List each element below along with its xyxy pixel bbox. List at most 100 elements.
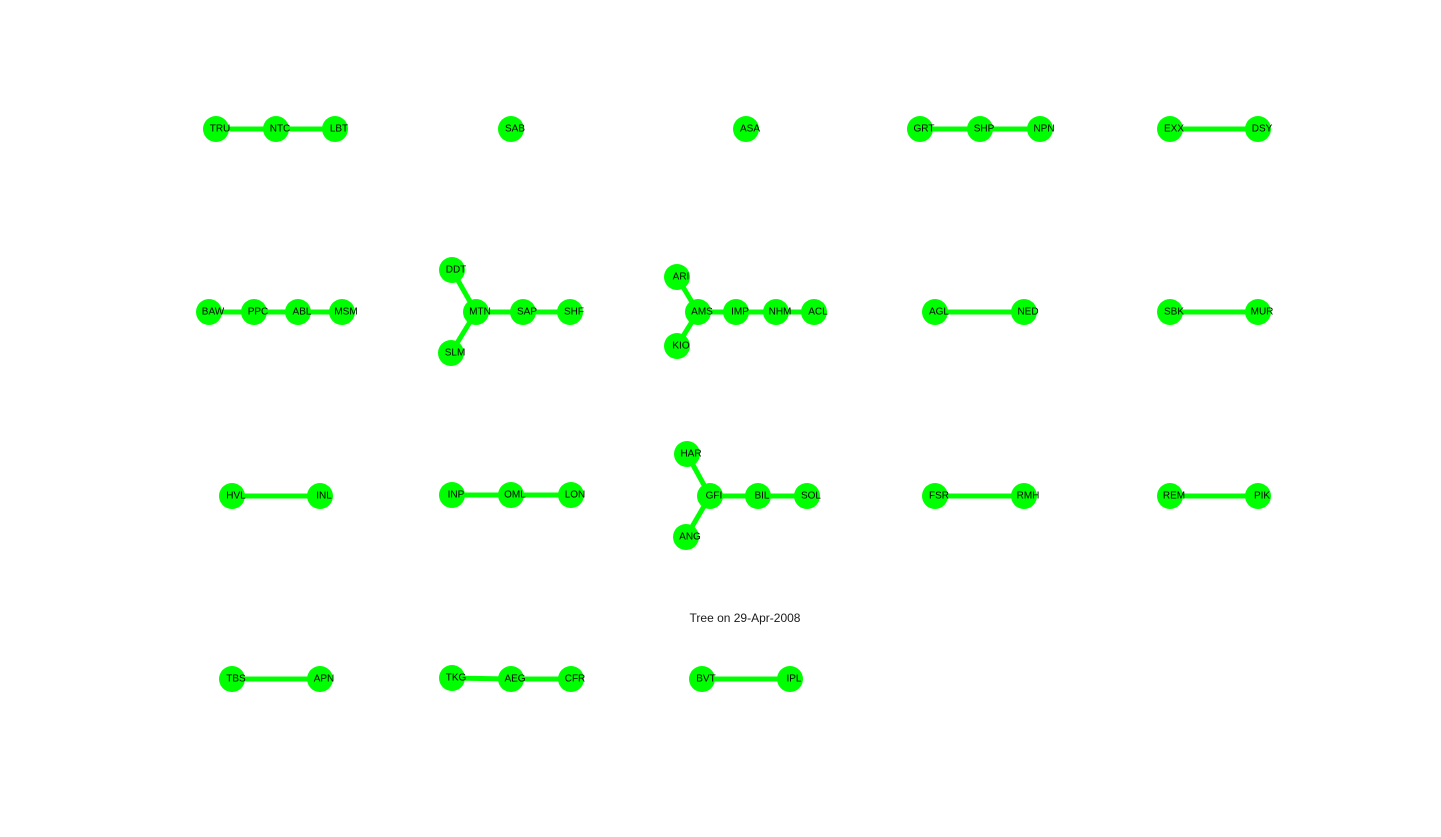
tree-1: TRU NTC LBT bbox=[203, 116, 348, 142]
node-ned bbox=[1011, 299, 1037, 325]
node-label-imp: IMP bbox=[731, 307, 749, 318]
tree-6: BAW PPC ABL MSM bbox=[196, 299, 358, 325]
node-label-ang: ANG bbox=[679, 532, 701, 543]
node-shp bbox=[967, 116, 993, 142]
node-sol bbox=[794, 483, 820, 509]
node-label-cfr: CFR bbox=[565, 674, 586, 685]
node-ntc bbox=[263, 116, 289, 142]
node-shf bbox=[557, 299, 583, 325]
node-sab bbox=[498, 116, 524, 142]
node-label-ipl: IPL bbox=[786, 674, 801, 685]
node-label-apn: APN bbox=[314, 674, 335, 685]
node-agl bbox=[922, 299, 948, 325]
node-asa bbox=[733, 116, 759, 142]
node-ddt bbox=[439, 257, 465, 283]
node-mtn bbox=[463, 299, 489, 325]
tree-11: HVL INL bbox=[219, 483, 333, 509]
node-label-bvt: BVT bbox=[696, 674, 715, 685]
node-label-slm: SLM bbox=[445, 348, 466, 359]
node-nhm bbox=[763, 299, 789, 325]
node-inl bbox=[307, 483, 333, 509]
tree-15: REM PIK bbox=[1157, 483, 1271, 509]
figure-title: Tree on 29-Apr-2008 bbox=[689, 611, 801, 625]
node-label-sab: SAB bbox=[505, 124, 525, 135]
node-lbt bbox=[322, 116, 348, 142]
node-label-rmh: RMH bbox=[1017, 491, 1040, 502]
node-bvt bbox=[689, 666, 715, 692]
node-dsy bbox=[1245, 116, 1271, 142]
node-label-shf: SHF bbox=[564, 307, 584, 318]
node-tru bbox=[203, 116, 229, 142]
node-label-inp: INP bbox=[448, 490, 465, 501]
node-sbk bbox=[1157, 299, 1183, 325]
tree-8: ARI AMS IMP NHM ACL KIO bbox=[664, 264, 828, 359]
node-slm bbox=[438, 340, 464, 366]
tree-9: AGL NED bbox=[922, 299, 1039, 325]
node-label-har: HAR bbox=[680, 449, 701, 460]
node-ang bbox=[673, 524, 699, 550]
node-lon bbox=[558, 482, 584, 508]
node-sap bbox=[510, 299, 536, 325]
node-label-fsr: FSR bbox=[929, 491, 949, 502]
tree-14: FSR RMH bbox=[922, 483, 1039, 509]
tree-5: EXX DSY bbox=[1157, 116, 1273, 142]
node-rmh bbox=[1011, 483, 1037, 509]
node-label-ams: AMS bbox=[691, 307, 713, 318]
node-label-mtn: MTN bbox=[469, 307, 491, 318]
node-label-gfi: GFI bbox=[706, 491, 723, 502]
node-label-sbk: SBK bbox=[1164, 307, 1184, 318]
node-kio bbox=[664, 333, 690, 359]
node-label-abl: ABL bbox=[293, 307, 312, 318]
tree-18: BVT IPL bbox=[689, 666, 803, 692]
node-oml bbox=[498, 482, 524, 508]
node-abl bbox=[285, 299, 311, 325]
node-bil bbox=[745, 483, 771, 509]
node-label-sap: SAP bbox=[517, 307, 537, 318]
node-gfi bbox=[697, 483, 723, 509]
node-ams bbox=[685, 299, 711, 325]
node-rem bbox=[1157, 483, 1183, 509]
node-label-hvl: HVL bbox=[226, 491, 246, 502]
node-ari bbox=[664, 264, 690, 290]
node-label-npn: NPN bbox=[1033, 124, 1054, 135]
node-exx bbox=[1157, 116, 1183, 142]
node-label-ari: ARI bbox=[673, 272, 690, 283]
node-grt bbox=[907, 116, 933, 142]
node-label-sol: SOL bbox=[801, 491, 821, 502]
node-label-aeg: AEG bbox=[504, 674, 525, 685]
node-label-pik: PIK bbox=[1254, 491, 1270, 502]
node-label-bil: BIL bbox=[754, 491, 769, 502]
tree-7: DDT MTN SAP SHF SLM bbox=[438, 257, 584, 366]
tree-16: TBS APN bbox=[219, 666, 334, 692]
node-label-ddt: DDT bbox=[446, 265, 467, 276]
tree-3: ASA bbox=[733, 116, 760, 142]
node-label-dsy: DSY bbox=[1252, 124, 1273, 135]
node-npn bbox=[1027, 116, 1053, 142]
node-fsr bbox=[922, 483, 948, 509]
node-label-oml: OML bbox=[504, 490, 526, 501]
node-label-nhm: NHM bbox=[769, 307, 792, 318]
node-label-msm: MSM bbox=[334, 307, 357, 318]
node-label-kio: KIO bbox=[672, 341, 689, 352]
node-label-tkg: TKG bbox=[446, 673, 467, 684]
node-inp bbox=[439, 482, 465, 508]
node-aeg bbox=[498, 666, 524, 692]
node-label-asa: ASA bbox=[740, 124, 760, 135]
node-ipl bbox=[777, 666, 803, 692]
node-label-tbs: TBS bbox=[226, 674, 246, 685]
node-msm bbox=[329, 299, 355, 325]
node-label-lon: LON bbox=[565, 490, 586, 501]
node-imp bbox=[723, 299, 749, 325]
node-tkg bbox=[439, 665, 465, 691]
node-label-ppc: PPC bbox=[248, 307, 269, 318]
node-label-baw: BAW bbox=[202, 307, 225, 318]
tree-12: INP OML LON bbox=[439, 482, 585, 508]
node-label-ntc: NTC bbox=[270, 124, 291, 135]
tree-4: GRT SHP NPN bbox=[907, 116, 1055, 142]
node-ppc bbox=[241, 299, 267, 325]
node-label-mur: MUR bbox=[1251, 307, 1274, 318]
node-acl bbox=[801, 299, 827, 325]
node-label-grt: GRT bbox=[914, 124, 935, 135]
node-label-rem: REM bbox=[1163, 491, 1185, 502]
